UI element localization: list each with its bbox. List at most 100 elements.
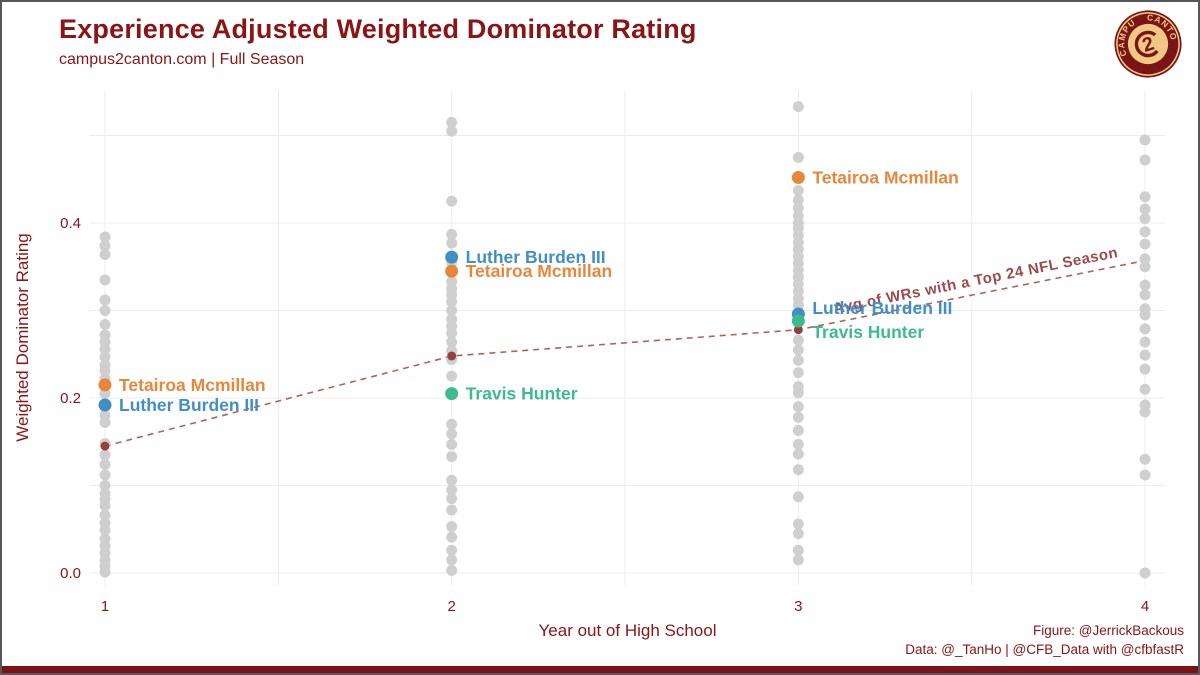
gray-point [446,428,458,440]
gray-point [1139,309,1151,321]
gray-point [1139,469,1151,481]
gray-point [99,500,111,512]
trend-point [447,351,457,361]
player-point [98,398,112,412]
gray-point [792,544,804,556]
player-point [445,264,459,278]
x-axis-title: Year out of High School [539,621,717,640]
gray-point [792,367,804,379]
page-title: Experience Adjusted Weighted Dominator R… [59,14,697,44]
gray-point [792,491,804,503]
gray-point [1139,261,1151,273]
caption-data-credit: Data: @_TanHo | @CFB_Data with @cfbfastR [905,642,1184,658]
gray-point [446,474,458,486]
gray-point [99,480,111,491]
gray-point [792,528,804,540]
gray-point [1139,567,1151,579]
player-label: Luther Burden III [466,247,606,267]
caption-figure-credit: Figure: @JerrickBackous [1033,622,1184,638]
gray-point [792,202,804,214]
player-point [445,387,459,401]
gray-point [446,237,458,249]
gray-point [99,274,111,286]
x-tick-label: 1 [101,598,109,615]
player-label: Travis Hunter [466,384,578,404]
gray-point [446,504,458,516]
gray-point [792,438,804,450]
gray-point [1139,323,1151,335]
gray-point [446,195,458,207]
gray-point [99,319,111,330]
gray-point [446,296,458,308]
gray-point [446,116,458,128]
gray-point [792,464,804,476]
gray-point [99,351,111,363]
player-point [445,250,459,264]
y-tick-label: 0.4 [60,215,81,232]
gray-point [792,448,804,460]
gray-point [99,305,111,316]
gray-point [99,509,111,521]
gray-point [1139,279,1151,291]
gray-point [792,387,804,399]
gray-point [792,424,804,436]
gray-point [1139,134,1151,146]
gray-point [1139,203,1151,215]
gray-point [446,554,458,566]
gray-point [446,438,458,450]
gray-point [1139,453,1151,465]
x-tick-label: 4 [1141,598,1149,615]
gray-point [1139,289,1151,301]
gray-point [792,185,804,197]
bottom-accent-bar [2,666,1198,673]
gray-point [99,343,111,355]
gray-point [792,101,804,113]
gray-point [792,518,804,530]
player-label: Tetairoa Mcmillan [466,261,613,281]
gray-point [99,449,111,461]
gray-point [99,524,111,536]
gray-point [792,194,804,206]
x-tick-label: 2 [447,598,455,615]
gray-point [792,334,804,346]
player-point [791,171,805,184]
y-tick-label: 0.0 [60,565,81,582]
gray-point [99,365,111,377]
gray-point [792,411,804,423]
gray-point [792,151,804,163]
gray-point [792,344,804,356]
gray-point [99,566,111,578]
campus2canton-logo-icon: CAMPUS CANTON 2 [1114,10,1182,78]
player-label: Tetairoa Mcmillan [812,168,959,188]
x-tick-label: 3 [794,598,802,615]
gray-point [99,294,111,306]
gray-point [1139,191,1151,203]
gray-point [446,418,458,430]
gray-point [446,336,458,348]
player-label: Travis Hunter [812,322,924,342]
trend-line [104,259,1146,447]
gray-point [1139,213,1151,225]
player-label: Luther Burden III [812,298,952,318]
gray-point [99,240,111,252]
chart-caption: Figure: @JerrickBackous Data: @_TanHo | … [905,621,1184,660]
gray-point [446,370,458,382]
gray-point [446,531,458,543]
gray-point [446,451,458,463]
gray-point [1139,406,1151,418]
gray-point [99,469,111,481]
gray-point [446,564,458,576]
player-point [98,378,112,392]
gray-point [1139,154,1151,166]
gray-point [446,327,458,339]
gray-point [1139,226,1151,238]
trend-point [100,441,110,451]
gray-point [1139,383,1151,395]
gray-point [99,231,111,243]
gray-point [1139,238,1151,250]
gray-point [1139,363,1151,375]
y-axis-title: Weighted Dominator Rating [13,233,32,442]
trend-point [793,325,803,335]
